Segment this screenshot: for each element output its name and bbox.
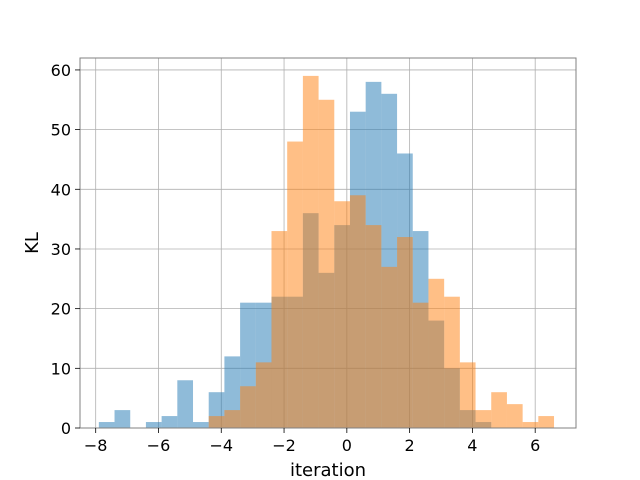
histogram-bar-series-1 xyxy=(98,422,115,428)
y-tick-label: 30 xyxy=(51,240,71,259)
y-tick-label: 0 xyxy=(61,419,71,438)
histogram-bars xyxy=(98,75,555,428)
histogram-bar-series-1 xyxy=(193,422,209,428)
histogram-bar-series-2 xyxy=(412,302,429,428)
x-tick-label: 6 xyxy=(530,436,540,455)
histogram-bar-series-2 xyxy=(475,410,492,428)
histogram-bar-series-2 xyxy=(208,416,225,428)
histogram-bar-series-2 xyxy=(506,404,523,428)
histogram-bar-series-2 xyxy=(287,141,303,428)
x-tick-label: −4 xyxy=(209,436,233,455)
histogram-bar-series-2 xyxy=(381,266,398,428)
histogram-bar-series-2 xyxy=(397,237,413,428)
histogram-bar-series-2 xyxy=(522,422,539,428)
x-tick-label: 0 xyxy=(342,436,352,455)
y-tick-label: 40 xyxy=(51,180,71,199)
histogram-bar-series-2 xyxy=(349,195,366,428)
plot-frame xyxy=(79,57,577,429)
histogram-bar-series-1 xyxy=(177,380,194,428)
x-tick-label: −8 xyxy=(84,436,108,455)
y-tick-label: 20 xyxy=(51,300,71,319)
histogram-bar-series-2 xyxy=(444,296,460,428)
histogram-bar-series-2 xyxy=(334,201,350,428)
histogram-bar-series-1 xyxy=(114,410,131,428)
histogram-bar-series-2 xyxy=(224,410,241,428)
histogram-bar-series-2 xyxy=(255,362,272,428)
y-tick-label: 50 xyxy=(51,121,71,140)
histogram-bar-series-2 xyxy=(428,278,445,428)
x-tick-label: −2 xyxy=(272,436,296,455)
histogram-bar-series-2 xyxy=(491,392,507,428)
x-axis-label: iteration xyxy=(290,460,366,480)
y-axis-label: KL xyxy=(22,232,43,254)
histogram-bar-series-2 xyxy=(302,75,319,428)
histogram-bar-series-2 xyxy=(459,362,476,428)
histogram-bar-series-2 xyxy=(365,225,382,428)
x-tick-label: 2 xyxy=(405,436,415,455)
x-tick-label: −6 xyxy=(147,436,171,455)
histogram-bar-series-2 xyxy=(240,386,256,428)
histogram-bar-series-2 xyxy=(318,99,335,428)
histogram-bar-series-2 xyxy=(271,231,288,428)
histogram-bar-series-1 xyxy=(161,416,178,428)
histogram-bar-series-2 xyxy=(538,416,555,428)
y-tick-label: 60 xyxy=(51,61,71,80)
histogram-bar-series-1 xyxy=(145,422,162,428)
y-tick-label: 10 xyxy=(51,359,71,378)
x-tick-label: 4 xyxy=(467,436,477,455)
